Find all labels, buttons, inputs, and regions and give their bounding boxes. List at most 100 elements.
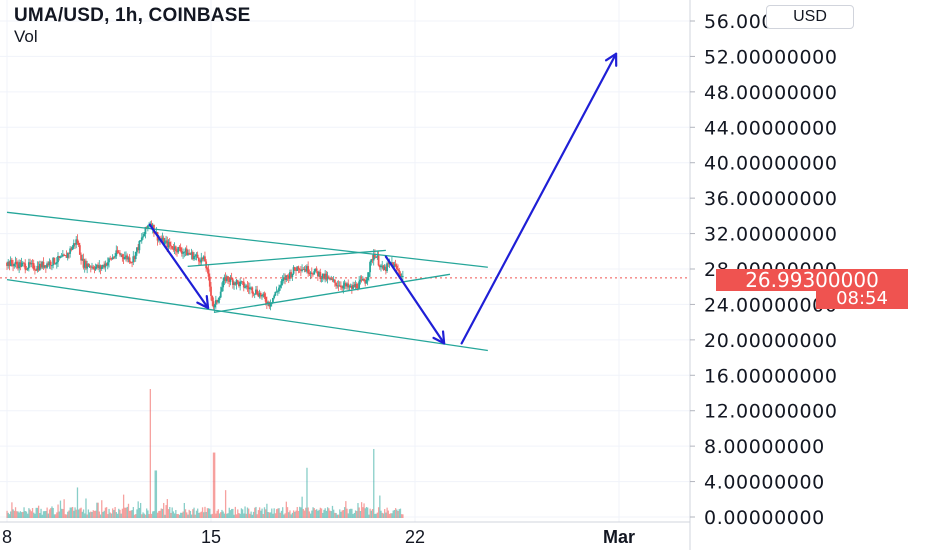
candle-body	[282, 277, 285, 280]
candle-body	[183, 251, 186, 253]
volume-bar	[291, 512, 294, 518]
candle-body	[36, 265, 39, 271]
candle-body	[86, 263, 89, 269]
volume-bar	[216, 510, 218, 518]
candle-body	[306, 266, 308, 272]
volume-bar	[88, 512, 91, 518]
volume-bar	[214, 452, 216, 518]
candle-body	[259, 293, 262, 297]
candle-body	[184, 248, 187, 252]
volume-bar	[333, 509, 335, 518]
candle-body	[280, 281, 283, 286]
candle-body	[93, 268, 96, 270]
volume-bar	[397, 510, 399, 518]
candle-body	[82, 258, 85, 268]
volume-bar	[232, 508, 234, 518]
volume-bar	[105, 507, 108, 518]
candle-body	[171, 246, 174, 249]
volume-bar	[246, 507, 249, 518]
volume-bar	[376, 512, 379, 518]
volume-bar	[22, 511, 24, 518]
volume-bar	[187, 514, 189, 518]
candle-body	[70, 248, 73, 250]
candle-body	[189, 253, 192, 255]
candle-body	[302, 269, 305, 271]
volume-bar	[217, 509, 219, 518]
volume-bar	[27, 513, 29, 518]
volume-bar	[283, 514, 285, 518]
candle-body	[384, 266, 387, 272]
candle-body	[366, 277, 369, 280]
volume-bar	[148, 514, 150, 518]
candle-body	[348, 286, 351, 288]
candle-body	[174, 246, 177, 252]
volume-bar	[80, 507, 82, 518]
volume-bar	[29, 509, 31, 518]
candle-body	[248, 287, 251, 290]
candle-body	[235, 280, 238, 285]
candle-body	[352, 284, 354, 289]
currency-selector[interactable]: USD	[766, 5, 854, 29]
candle-body	[383, 266, 386, 270]
candle-body	[52, 257, 55, 266]
volume-bar	[351, 508, 353, 518]
volume-bar	[311, 510, 313, 518]
volume-bar	[337, 514, 340, 518]
volume-bar	[218, 513, 221, 518]
candle-body	[234, 282, 237, 285]
candle-body	[255, 289, 257, 294]
volume-bar	[131, 510, 133, 518]
candle-body	[20, 262, 23, 267]
volume-bar	[294, 511, 296, 518]
candle-body	[26, 268, 29, 270]
volume-indicator-label[interactable]: Vol	[14, 27, 38, 46]
candle-body	[399, 273, 402, 277]
candle-body	[272, 297, 274, 303]
volume-bar	[109, 512, 111, 518]
volume-bar	[296, 507, 298, 518]
volume-bar	[137, 501, 139, 518]
volume-bar	[234, 506, 236, 518]
candle-body	[342, 285, 345, 289]
volume-bar	[79, 508, 81, 518]
volume-bar	[325, 510, 328, 518]
volume-bar	[121, 508, 124, 518]
candle-body	[400, 276, 403, 277]
volume-bar	[233, 514, 235, 518]
candle-body	[291, 273, 294, 277]
arrow-head	[196, 294, 210, 310]
candle-body	[303, 269, 306, 270]
volume-bar	[380, 510, 382, 518]
candle-body	[137, 247, 140, 251]
grid	[0, 0, 690, 522]
candle-body	[95, 264, 98, 267]
arrow-shaft	[384, 255, 446, 345]
volume-bar	[8, 514, 11, 518]
volume-bar	[365, 507, 368, 518]
volume-bar	[282, 507, 284, 518]
candle-body	[228, 280, 231, 282]
chart-title: UMA/USD, 1h, COINBASE	[14, 5, 251, 26]
candle-body	[301, 269, 303, 271]
candle-body	[290, 272, 293, 277]
candle-body	[333, 279, 336, 283]
candle-body	[284, 277, 286, 280]
drawings[interactable]	[0, 52, 690, 352]
candle-body	[190, 252, 193, 255]
candle-body	[221, 287, 223, 292]
volume-bar	[394, 508, 397, 518]
candle-body	[31, 263, 34, 264]
volume-bar	[103, 510, 105, 518]
volume-bar	[280, 510, 283, 518]
candle-body	[250, 287, 252, 289]
candle-body	[262, 293, 265, 295]
volume-bar	[256, 514, 258, 518]
candle-body	[273, 295, 276, 298]
candle-body	[370, 259, 373, 263]
volume-bar	[181, 512, 183, 518]
candle-body	[166, 240, 169, 248]
candle-body	[353, 284, 356, 288]
volume-bar	[286, 507, 289, 518]
candle-body	[256, 289, 259, 295]
candle-body	[81, 258, 84, 261]
